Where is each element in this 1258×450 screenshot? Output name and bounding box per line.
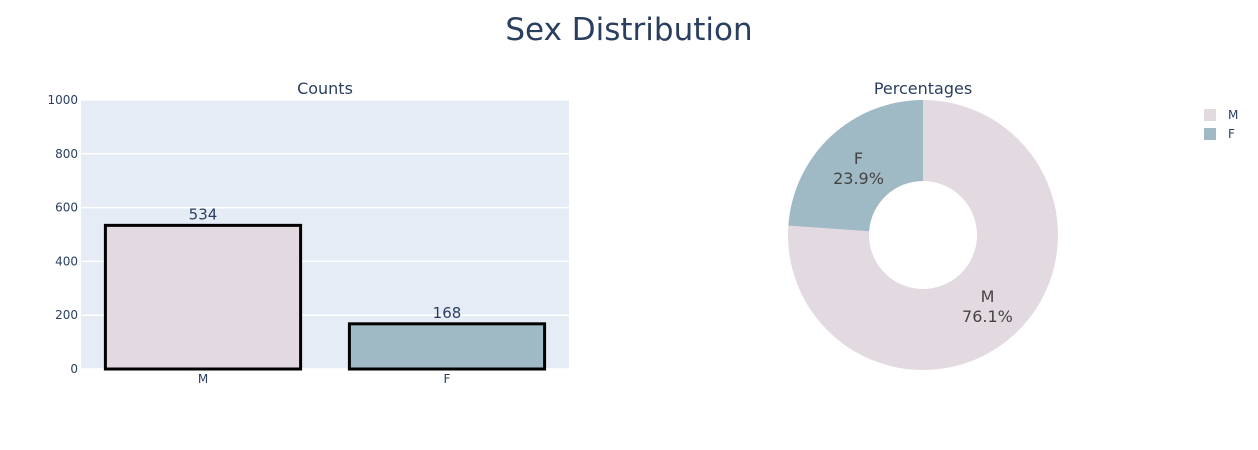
legend[interactable]: MF (1204, 108, 1238, 141)
y-tick-label: 1000 (47, 93, 78, 107)
slice-F[interactable] (788, 100, 923, 232)
slice-percent-label: 23.9% (833, 169, 884, 188)
pie-labels: M76.1% F23.9% (833, 149, 1013, 326)
legend-swatch-M[interactable] (1204, 109, 1216, 121)
bar-M[interactable] (103, 223, 303, 371)
pie-slices (788, 100, 1059, 371)
y-tick-label: 600 (55, 201, 78, 215)
pie-chart-panel: M76.1% F23.9% Percentages (788, 79, 1059, 371)
y-tick-label: 200 (55, 308, 78, 322)
y-axis-ticks: 0 200 400 600 800 1000 (47, 93, 78, 376)
y-tick-label: 400 (55, 254, 78, 268)
bar-value-label: 534 (189, 205, 218, 223)
slice-M[interactable] (788, 100, 1059, 371)
bars: 534 168 (103, 205, 547, 371)
bar-value-label: 168 (433, 304, 462, 322)
legend-label-M[interactable]: M (1228, 108, 1238, 122)
y-tick-label: 800 (55, 147, 78, 161)
y-tick-label: 0 (70, 362, 78, 376)
chart-title: Sex Distribution (505, 12, 753, 48)
bar-F[interactable] (347, 322, 547, 371)
legend-label-F[interactable]: F (1228, 127, 1235, 141)
pie-subtitle: Percentages (874, 79, 972, 98)
slice-percent-label: 76.1% (962, 307, 1013, 326)
slice-label: M (981, 287, 995, 306)
x-tick-label: F (444, 372, 451, 386)
x-tick-label: M (198, 372, 208, 386)
bar-subtitle: Counts (297, 79, 353, 98)
legend-swatch-F[interactable] (1204, 128, 1216, 140)
slice-label: F (854, 149, 863, 168)
